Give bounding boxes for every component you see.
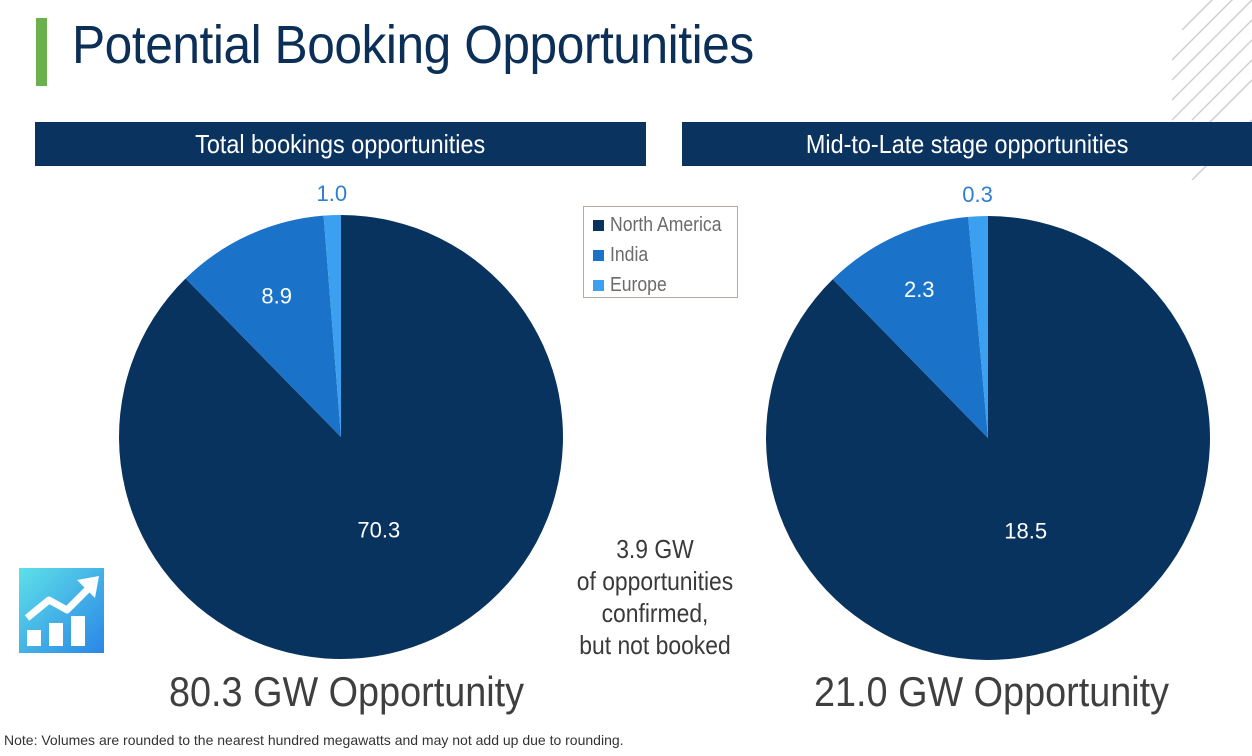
legend-item-europe: Europe [584, 270, 737, 300]
pie-chart-total: 70.3 8.9 1.0 [118, 181, 563, 659]
callout-line-3: confirmed, [601, 598, 709, 628]
pie-slice-india [185, 215, 341, 437]
legend-label-india: India [610, 243, 649, 266]
legend-swatch-north-america [593, 219, 604, 231]
legend-swatch-india [593, 249, 604, 261]
pie-slice-europe [323, 215, 341, 437]
confirmed-not-booked-callout: 3.9 GW of opportunities confirmed, but n… [560, 533, 750, 661]
title-accent-bar [36, 18, 47, 86]
decorative-hatch [1172, 0, 1252, 180]
data-label-europe: 1.0 [317, 181, 348, 206]
callout-line-1: 3.9 GW [616, 534, 694, 564]
page-title: Potential Booking Opportunities [72, 15, 754, 75]
legend-label-north-america: North America [610, 213, 722, 236]
pie-slice-india [832, 216, 988, 438]
pie-slice-north-america [118, 215, 563, 659]
callout-line-2: of opportunities [576, 566, 734, 596]
data-label-europe: 0.3 [962, 182, 993, 207]
legend-item-india: India [584, 240, 737, 270]
legend-label-europe: Europe [610, 273, 667, 296]
data-label-north-america: 70.3 [357, 517, 400, 542]
legend-swatch-europe [593, 279, 604, 291]
legend-item-north-america: North America [584, 210, 737, 240]
pie-chart-mid-late: 18.5 2.3 0.3 [766, 182, 1210, 660]
mid-late-opportunity-label: 21.0 GW Opportunity [814, 668, 1170, 715]
panel-header-mid-late-label: Mid-to-Late stage opportunities [805, 128, 1129, 159]
total-opportunity-label: 80.3 GW Opportunity [169, 668, 525, 715]
panel-header-total-label: Total bookings opportunities [195, 128, 486, 159]
callout-line-4: but not booked [579, 630, 731, 660]
growth-chart-icon [19, 568, 104, 653]
footnote: Note: Volumes are rounded to the nearest… [4, 732, 624, 748]
chart-legend: North America India Europe [583, 206, 738, 298]
data-label-north-america: 18.5 [1004, 519, 1047, 544]
panel-header-total: Total bookings opportunities [35, 122, 646, 166]
data-label-india: 2.3 [904, 277, 935, 302]
pie-slice-europe [968, 216, 988, 438]
panel-header-mid-late: Mid-to-Late stage opportunities [682, 122, 1252, 166]
data-label-india: 8.9 [261, 284, 292, 309]
